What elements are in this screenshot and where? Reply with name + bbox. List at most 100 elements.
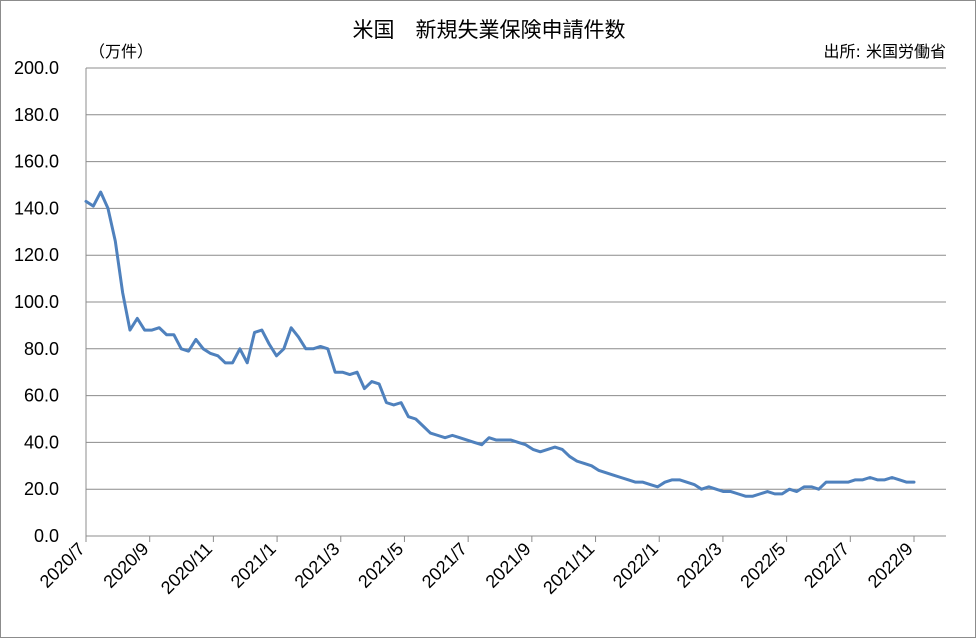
- data-point: [150, 329, 153, 332]
- data-point: [759, 492, 762, 495]
- y-axis-tick-labels: 0.0 20.0 40.0 60.0 80.0 100.0 120.0 140.0 160.0 1…: [14, 58, 59, 546]
- data-point: [392, 403, 395, 406]
- data-point: [861, 478, 864, 481]
- data-point: [869, 476, 872, 479]
- data-point: [751, 495, 754, 498]
- x-tick-label: 2022/1: [609, 539, 662, 592]
- data-point: [488, 436, 491, 439]
- x-tick-label: 2022/3: [673, 539, 726, 592]
- data-point: [810, 485, 813, 488]
- data-point: [678, 478, 681, 481]
- data-point: [773, 492, 776, 495]
- data-point: [304, 347, 307, 350]
- data-point: [788, 488, 791, 491]
- data-point: [312, 347, 315, 350]
- data-point: [414, 418, 417, 420]
- x-tick-label: 2021/11: [539, 539, 598, 598]
- data-point: [458, 436, 461, 439]
- data-point: [531, 448, 534, 451]
- data-point: [216, 354, 219, 357]
- data-point: [136, 317, 139, 320]
- data-point: [876, 478, 879, 481]
- data-point: [172, 333, 175, 336]
- data-point: [341, 371, 344, 374]
- data-point: [106, 207, 109, 210]
- data-point: [319, 345, 322, 348]
- data-point: [737, 492, 740, 495]
- data-point: [238, 347, 241, 350]
- data-point: [825, 481, 828, 484]
- data-point: [693, 483, 696, 486]
- data-point: [715, 488, 718, 491]
- data-point: [700, 488, 703, 491]
- data-point: [290, 326, 293, 329]
- data-point: [436, 434, 439, 437]
- data-point: [165, 333, 168, 336]
- data-point: [832, 481, 835, 484]
- unit-label: （万件）: [89, 42, 153, 61]
- data-point: [187, 350, 190, 353]
- data-point: [473, 441, 476, 444]
- data-point: [597, 469, 600, 472]
- data-point: [795, 490, 798, 493]
- data-point: [297, 336, 300, 339]
- data-point: [517, 441, 520, 444]
- data-point: [246, 361, 249, 364]
- series-line: [84, 190, 916, 498]
- data-point: [99, 191, 102, 194]
- data-point: [568, 455, 571, 458]
- data-point: [817, 488, 820, 491]
- data-point: [663, 481, 666, 484]
- data-point: [224, 361, 227, 364]
- data-point: [253, 331, 256, 334]
- data-point: [114, 240, 117, 243]
- data-point: [685, 481, 688, 484]
- data-point: [209, 352, 212, 355]
- gridlines: [86, 67, 946, 490]
- data-point: [495, 439, 498, 442]
- x-tick-label: 2020/9: [99, 539, 152, 592]
- data-point: [539, 450, 542, 453]
- x-tick-label: 2021/7: [418, 539, 471, 592]
- data-point: [854, 478, 857, 481]
- data-point: [641, 481, 644, 484]
- y-tick-label: 180.0: [14, 105, 59, 125]
- data-point: [905, 481, 908, 484]
- data-point: [85, 200, 87, 203]
- x-tick-label: 2020/11: [157, 539, 216, 598]
- data-point: [231, 361, 234, 364]
- data-point: [466, 439, 469, 442]
- data-point: [422, 425, 425, 428]
- data-point: [121, 291, 124, 294]
- data-point: [502, 439, 505, 442]
- data-point: [326, 347, 329, 350]
- data-point: [180, 347, 183, 350]
- data-point: [202, 347, 205, 350]
- data-point: [356, 371, 359, 374]
- y-tick-label: 20.0: [24, 479, 59, 499]
- data-point: [627, 478, 630, 481]
- data-point: [744, 495, 747, 498]
- y-tick-label: 100.0: [14, 292, 59, 312]
- data-point: [348, 373, 351, 376]
- data-point: [590, 464, 593, 467]
- data-point: [524, 443, 527, 446]
- data-point: [194, 338, 197, 341]
- data-point: [729, 490, 732, 493]
- data-point: [656, 485, 659, 488]
- y-tick-label: 0.0: [34, 526, 59, 546]
- x-tick-label: 2021/1: [227, 539, 280, 592]
- data-point: [707, 485, 710, 488]
- data-point: [561, 448, 564, 451]
- x-tick-label: 2020/7: [36, 539, 89, 592]
- chart-title: 米国 新規失業保険申請件数: [353, 18, 626, 42]
- data-point: [766, 490, 769, 493]
- data-point: [282, 347, 285, 350]
- data-point: [898, 478, 901, 481]
- data-point: [634, 481, 637, 484]
- data-point: [891, 476, 894, 479]
- data-point: [546, 448, 549, 451]
- source-label: 出所: 米国労働省: [824, 42, 946, 61]
- data-point: [480, 443, 483, 446]
